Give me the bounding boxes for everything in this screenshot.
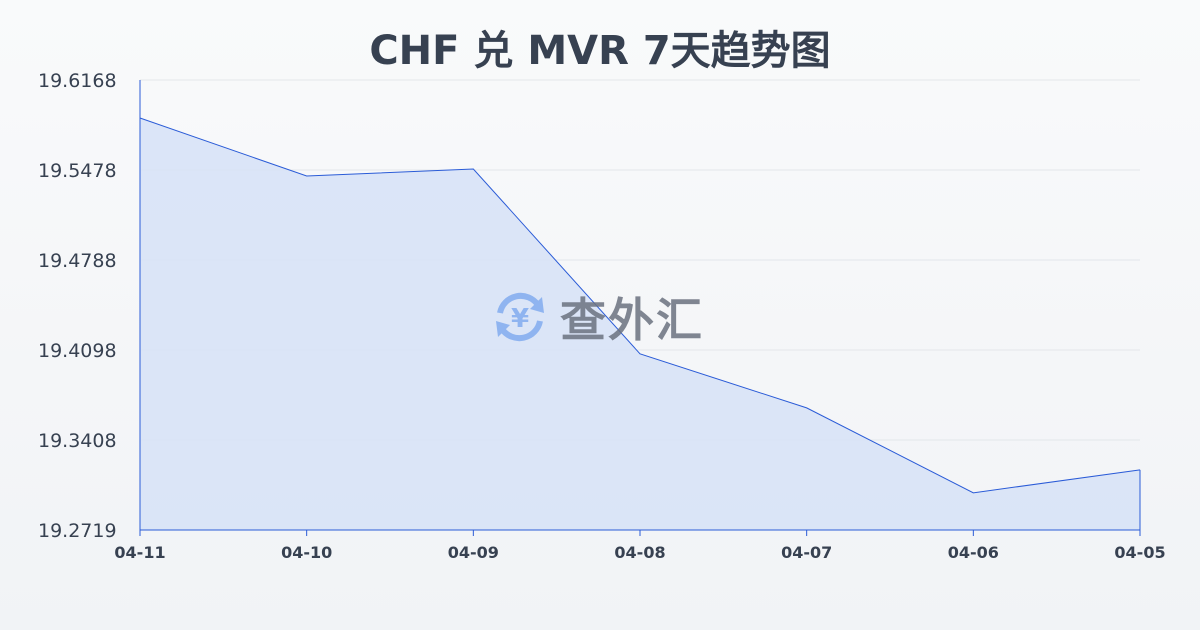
y-tick-label: 19.4098	[38, 340, 117, 362]
watermark-text: 查外汇	[560, 293, 704, 347]
y-tick-label: 19.5478	[38, 160, 117, 182]
y-tick-label: 19.4788	[38, 250, 117, 272]
watermark: ¥ 查外汇	[490, 284, 704, 350]
area-fill	[140, 117, 1140, 530]
x-tick-label: 04-06	[948, 543, 999, 562]
y-tick-label: 19.2719	[38, 520, 117, 542]
yen-exchange-icon: ¥	[496, 292, 544, 342]
x-tick-label: 04-11	[114, 543, 165, 562]
chart-title: CHF 兑 MVR 7天趋势图	[369, 28, 831, 74]
y-tick-label: 19.3408	[38, 430, 117, 452]
svg-text:¥: ¥	[511, 304, 529, 334]
x-tick-label: 04-05	[1114, 543, 1165, 562]
x-tick-label: 04-10	[281, 543, 332, 562]
series-line	[139, 117, 1141, 494]
y-tick-label: 19.6168	[38, 70, 117, 92]
x-tick-label: 04-08	[614, 543, 665, 562]
x-tick-label: 04-09	[448, 543, 499, 562]
x-tick-label: 04-07	[781, 543, 832, 562]
